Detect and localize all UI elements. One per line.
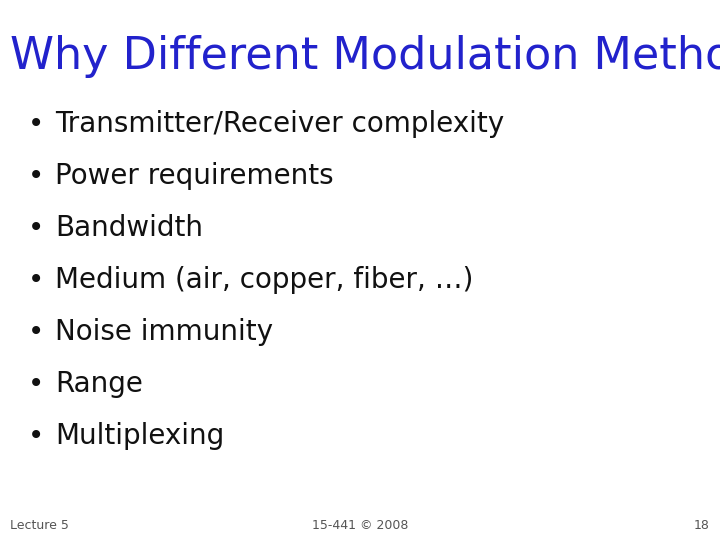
Text: •: • — [28, 318, 44, 346]
Text: •: • — [28, 422, 44, 450]
Text: Range: Range — [55, 370, 143, 398]
Text: •: • — [28, 266, 44, 294]
Text: Medium (air, copper, fiber, …): Medium (air, copper, fiber, …) — [55, 266, 473, 294]
Text: •: • — [28, 214, 44, 242]
Text: Bandwidth: Bandwidth — [55, 214, 203, 242]
Text: Multiplexing: Multiplexing — [55, 422, 224, 450]
Text: Transmitter/Receiver complexity: Transmitter/Receiver complexity — [55, 110, 504, 138]
Text: •: • — [28, 162, 44, 190]
Text: •: • — [28, 110, 44, 138]
Text: 18: 18 — [694, 519, 710, 532]
Text: Why Different Modulation Methods?: Why Different Modulation Methods? — [10, 35, 720, 78]
Text: Power requirements: Power requirements — [55, 162, 333, 190]
Text: •: • — [28, 370, 44, 398]
Text: Noise immunity: Noise immunity — [55, 318, 273, 346]
Text: Lecture 5: Lecture 5 — [10, 519, 69, 532]
Text: 15-441 © 2008: 15-441 © 2008 — [312, 519, 408, 532]
